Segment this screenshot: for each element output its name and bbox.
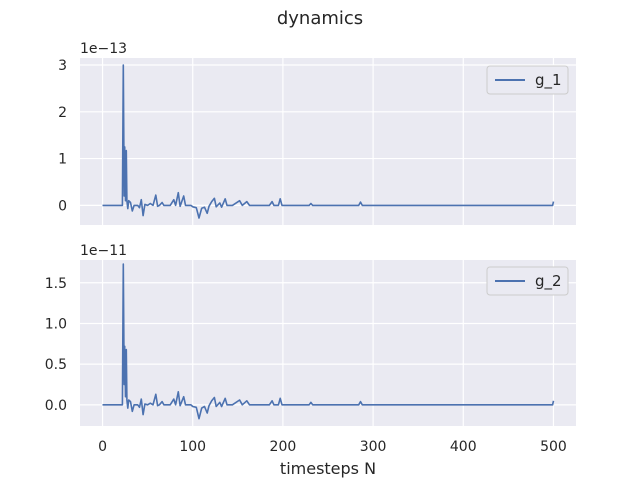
- legend: g_1: [486, 65, 569, 95]
- series-lines: [102, 64, 555, 219]
- y-tick-labels: 0.0 0.5 1.0 1.5: [45, 276, 67, 414]
- y-offset-label: 1e−13: [80, 41, 127, 57]
- legend-box: [486, 266, 569, 296]
- series-lines: [102, 263, 555, 420]
- x-tick-label: 300: [360, 439, 387, 455]
- figure-title: dynamics: [277, 8, 363, 29]
- y-offset-label: 1e−11: [80, 243, 127, 259]
- x-tick-label: 400: [450, 439, 477, 455]
- subplot-g2: 0.0 0.5 1.0 1.5 0 100 200 300 400 500 1e−11 g_2: [45, 243, 576, 455]
- x-tick-label: 200: [270, 439, 297, 455]
- legend-label: g_1: [535, 71, 562, 90]
- y-tick-label: 2: [58, 105, 67, 121]
- legend-box: [486, 65, 569, 95]
- y-tick-label: 1.5: [45, 276, 67, 292]
- subplot-g1: 0 1 2 3 1e−13 g_1: [58, 41, 576, 225]
- y-tick-label: 0.0: [45, 398, 67, 414]
- y-tick-label: 0: [58, 198, 67, 214]
- series-line-g_2: [102, 263, 555, 420]
- y-tick-label: 3: [58, 58, 67, 74]
- x-tick-label: 0: [98, 439, 107, 455]
- legend-label: g_2: [535, 272, 562, 291]
- legend: g_2: [486, 266, 569, 296]
- x-tick-labels: 0 100 200 300 400 500: [98, 439, 567, 455]
- x-tick-label: 500: [540, 439, 567, 455]
- y-tick-label: 1.0: [45, 316, 67, 332]
- series-line-g_1: [102, 64, 555, 219]
- y-tick-label: 0.5: [45, 357, 67, 373]
- x-axis-label: timesteps N: [280, 459, 376, 478]
- y-tick-labels: 0 1 2 3: [58, 58, 67, 214]
- y-tick-label: 1: [58, 152, 67, 168]
- x-tick-label: 100: [179, 439, 206, 455]
